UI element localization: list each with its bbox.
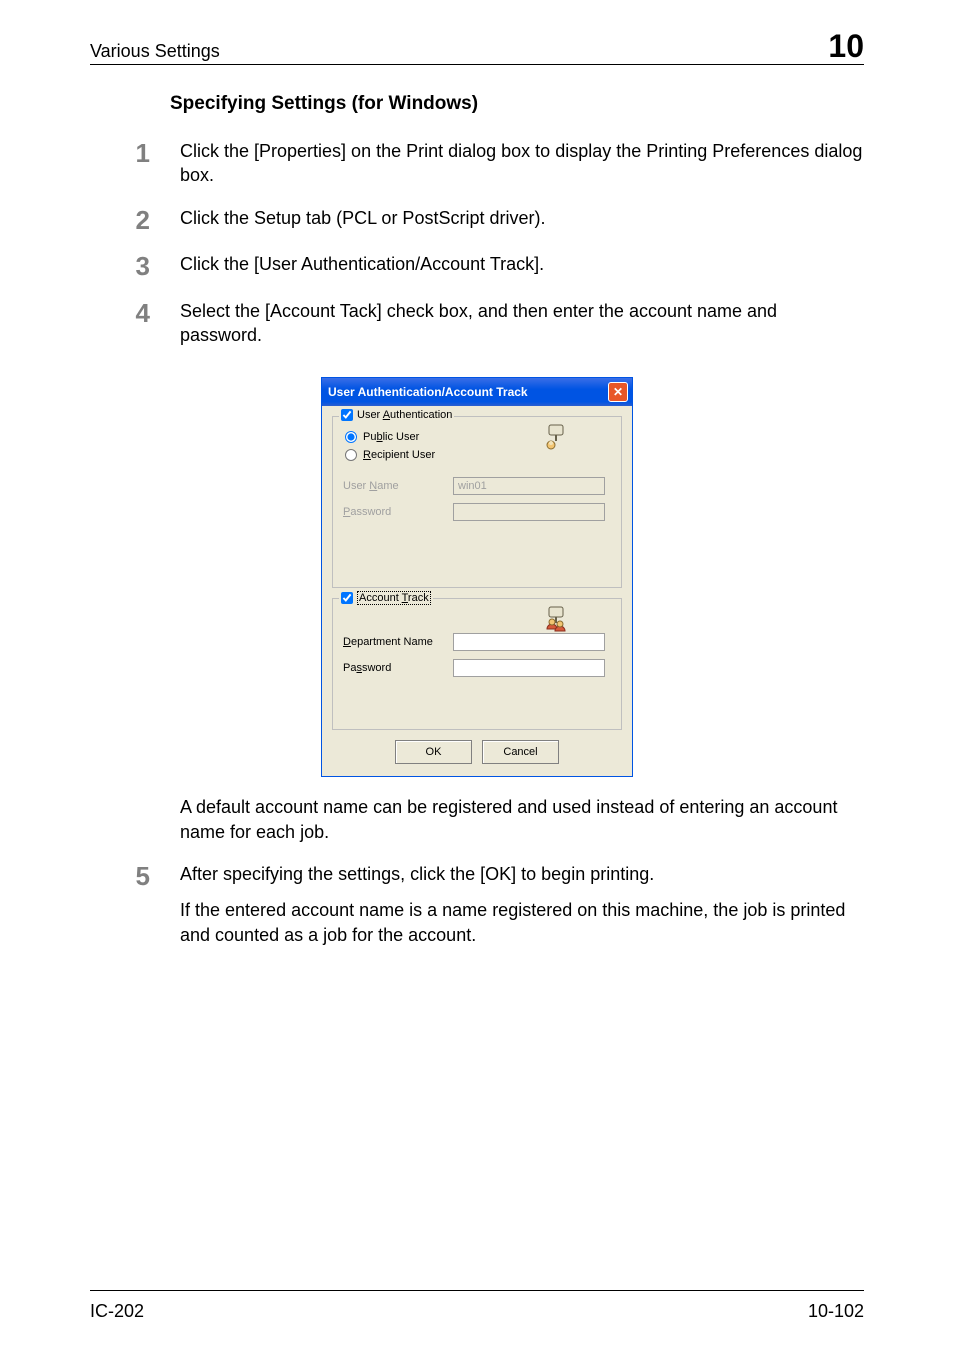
dialog-body: User Authentication bbox=[322, 406, 632, 776]
recipient-user-radio[interactable] bbox=[345, 449, 357, 461]
legend-text: Account Track bbox=[357, 591, 431, 605]
account-track-icon bbox=[543, 605, 571, 636]
user-auth-legend[interactable]: User Authentication bbox=[339, 409, 454, 421]
public-user-label: Public User bbox=[363, 431, 419, 443]
public-user-radio[interactable] bbox=[345, 431, 357, 443]
section-title: Specifying Settings (for Windows) bbox=[170, 93, 864, 115]
close-button[interactable]: ✕ bbox=[608, 382, 628, 402]
titlebar: User Authentication/Account Track ✕ bbox=[322, 378, 632, 406]
step-3: 3 Click the [User Authentication/Account… bbox=[90, 252, 864, 281]
department-label: Department Name bbox=[343, 636, 453, 648]
step-1: 1 Click the [Properties] on the Print di… bbox=[90, 139, 864, 188]
footer-left: IC-202 bbox=[90, 1301, 144, 1322]
step-number: 1 bbox=[90, 139, 180, 168]
step-text: Click the [User Authentication/Account T… bbox=[180, 252, 864, 276]
dialog-button-row: OK Cancel bbox=[332, 740, 622, 764]
username-label: User Name bbox=[343, 480, 453, 492]
recipient-user-label: Recipient User bbox=[363, 449, 435, 461]
step-number: 5 bbox=[90, 862, 180, 891]
public-user-radio-row[interactable]: Public User bbox=[345, 431, 611, 443]
auth-dialog: User Authentication/Account Track ✕ User… bbox=[321, 377, 633, 777]
step-number: 3 bbox=[90, 252, 180, 281]
step-text: If the entered account name is a name re… bbox=[180, 898, 864, 947]
footer-right: 10-102 bbox=[808, 1301, 864, 1322]
step-text: Select the [Account Tack] check box, and… bbox=[180, 299, 864, 348]
account-track-checkbox[interactable] bbox=[341, 592, 353, 604]
account-password-input[interactable] bbox=[453, 659, 605, 677]
user-auth-icon bbox=[543, 423, 571, 454]
step-2: 2 Click the Setup tab (PCL or PostScript… bbox=[90, 206, 864, 235]
password-input bbox=[453, 503, 605, 521]
step-number: 4 bbox=[90, 299, 180, 328]
account-password-label: Password bbox=[343, 662, 453, 674]
account-password-row: Password bbox=[343, 659, 611, 677]
dialog-container: User Authentication/Account Track ✕ User… bbox=[90, 377, 864, 777]
account-track-legend[interactable]: Account Track bbox=[339, 591, 433, 605]
step-text: A default account name can be registered… bbox=[180, 795, 864, 844]
user-auth-checkbox[interactable] bbox=[341, 409, 353, 421]
page-header: Various Settings 10 bbox=[90, 30, 864, 65]
dialog-title: User Authentication/Account Track bbox=[328, 385, 528, 399]
chapter-number: 10 bbox=[828, 30, 864, 62]
cancel-button[interactable]: Cancel bbox=[482, 740, 559, 764]
step-4: 4 Select the [Account Tack] check box, a… bbox=[90, 299, 864, 360]
password-label: Password bbox=[343, 506, 453, 518]
recipient-user-radio-row[interactable]: Recipient User bbox=[345, 449, 611, 461]
account-track-group: Account Track bbox=[332, 598, 622, 730]
step-4-note: A default account name can be registered… bbox=[180, 795, 864, 844]
ok-button[interactable]: OK bbox=[395, 740, 472, 764]
close-icon: ✕ bbox=[613, 386, 623, 398]
user-auth-group: User Authentication bbox=[332, 416, 622, 588]
page-footer: IC-202 10-102 bbox=[90, 1290, 864, 1322]
step-text: Click the [Properties] on the Print dial… bbox=[180, 139, 864, 188]
step-5: 5 After specifying the settings, click t… bbox=[90, 862, 864, 959]
legend-text: User Authentication bbox=[357, 409, 452, 421]
step-number: 2 bbox=[90, 206, 180, 235]
password-row: Password bbox=[343, 503, 611, 521]
username-input bbox=[453, 477, 605, 495]
step-text: Click the Setup tab (PCL or PostScript d… bbox=[180, 206, 864, 230]
username-row: User Name bbox=[343, 477, 611, 495]
department-input[interactable] bbox=[453, 633, 605, 651]
header-left: Various Settings bbox=[90, 41, 220, 62]
step-text: After specifying the settings, click the… bbox=[180, 862, 864, 886]
